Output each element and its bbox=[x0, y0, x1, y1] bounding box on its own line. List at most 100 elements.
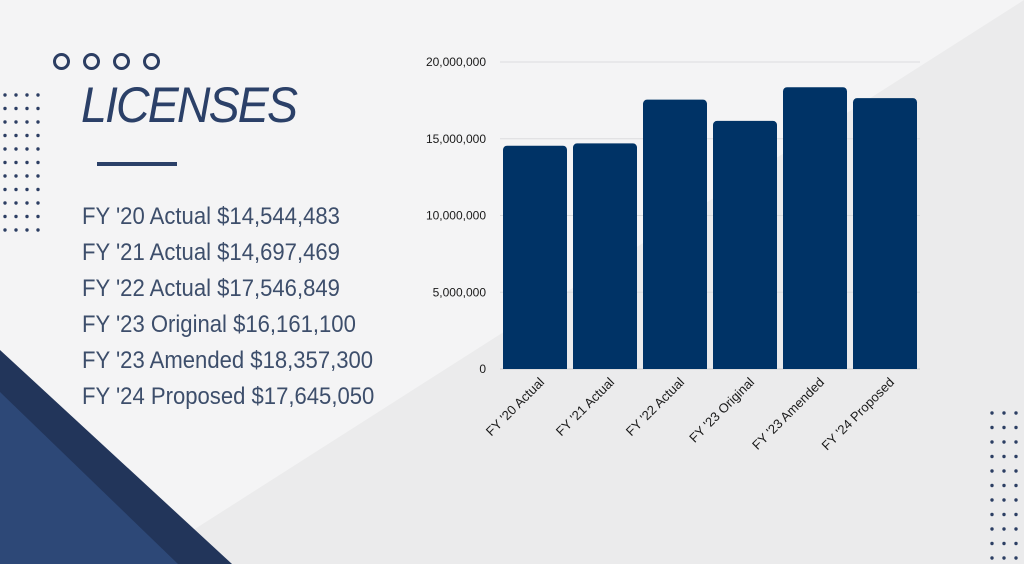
dot bbox=[1014, 469, 1018, 473]
dot bbox=[14, 201, 18, 205]
dot bbox=[1014, 440, 1018, 444]
dot bbox=[36, 228, 40, 232]
dot bbox=[25, 93, 29, 97]
dot bbox=[1002, 425, 1006, 430]
dot bbox=[14, 228, 18, 232]
dot bbox=[1014, 411, 1018, 415]
title-underline bbox=[97, 162, 177, 166]
background-mid-triangle bbox=[0, 392, 178, 564]
dot bbox=[990, 425, 994, 430]
license-figures-list: FY '20 Actual $14,544,483 FY '21 Actual … bbox=[82, 199, 400, 415]
dot bbox=[990, 541, 994, 546]
dot bbox=[25, 174, 29, 178]
bar-base bbox=[853, 363, 917, 369]
dot bbox=[1002, 527, 1006, 531]
x-tick-label: FY '21 Actual bbox=[553, 374, 617, 438]
dot bbox=[1014, 541, 1018, 546]
dot bbox=[990, 454, 994, 459]
dot bbox=[14, 93, 18, 97]
bar-base bbox=[783, 363, 847, 369]
y-tick-label: 20,000,000 bbox=[426, 55, 486, 69]
dot bbox=[1002, 440, 1006, 444]
dot bbox=[990, 498, 994, 502]
dot bbox=[25, 160, 29, 165]
bar bbox=[503, 145, 567, 369]
dot bbox=[1014, 425, 1018, 430]
dot bbox=[36, 201, 40, 205]
dot bbox=[25, 187, 29, 192]
dot bbox=[990, 411, 994, 415]
dot bbox=[14, 214, 18, 219]
x-tick-label: FY '23 Amended bbox=[749, 375, 827, 453]
dot bbox=[14, 160, 18, 165]
dot bbox=[990, 469, 994, 473]
x-tick-label: FY '22 Actual bbox=[623, 374, 687, 438]
circle-icon bbox=[113, 53, 130, 70]
dot bbox=[1014, 483, 1018, 488]
decorative-circles bbox=[53, 53, 160, 70]
list-item: FY '24 Proposed $17,645,050 bbox=[82, 383, 375, 410]
dot bbox=[990, 527, 994, 531]
dot bbox=[36, 214, 40, 219]
dot bbox=[25, 214, 29, 219]
dot bbox=[3, 187, 7, 192]
dot bbox=[14, 120, 18, 124]
page-title: LICENSES bbox=[81, 77, 298, 133]
x-tick-label: FY '23 Original bbox=[686, 374, 757, 445]
dot bbox=[25, 120, 29, 124]
bar-base bbox=[573, 363, 637, 369]
dot bbox=[3, 147, 7, 151]
list-item: FY '23 Original $16,161,100 bbox=[82, 311, 356, 338]
list-item: FY '23 Amended $18,357,300 bbox=[82, 347, 374, 374]
dot bbox=[990, 512, 994, 517]
dot bbox=[990, 556, 994, 560]
dot bbox=[1002, 469, 1006, 473]
x-tick-label: FY '20 Actual bbox=[483, 374, 547, 438]
dot bbox=[990, 440, 994, 444]
list-item: FY '20 Actual $14,544,483 bbox=[82, 203, 340, 230]
bar-chart: 0 5,000,000 10,000,000 15,000,000 20,000,000… bbox=[426, 55, 920, 454]
list-item: FY '21 Actual $14,697,469 bbox=[82, 239, 340, 266]
dot bbox=[3, 106, 7, 111]
y-tick-label: 5,000,000 bbox=[433, 285, 487, 299]
dot bbox=[14, 147, 18, 151]
dot bbox=[1002, 541, 1006, 546]
dot bbox=[14, 174, 18, 178]
dot bbox=[25, 201, 29, 205]
dot bbox=[3, 93, 7, 97]
dot bbox=[1002, 411, 1006, 415]
dot bbox=[25, 147, 29, 151]
dot bbox=[1014, 454, 1018, 459]
dot bbox=[1002, 498, 1006, 502]
dot bbox=[3, 201, 7, 205]
dot bbox=[25, 106, 29, 111]
bar bbox=[643, 99, 707, 369]
dot-grid-right bbox=[990, 411, 1018, 560]
y-tick-label: 10,000,000 bbox=[426, 209, 486, 223]
dot bbox=[1014, 556, 1018, 560]
dot bbox=[14, 187, 18, 192]
circle-icon bbox=[143, 53, 160, 70]
dot bbox=[3, 228, 7, 232]
dot bbox=[1002, 556, 1006, 560]
dot bbox=[1002, 512, 1006, 517]
bar bbox=[573, 143, 637, 369]
dot bbox=[36, 106, 40, 111]
y-tick-label: 0 bbox=[479, 362, 486, 376]
dot bbox=[1014, 527, 1018, 531]
dot bbox=[3, 174, 7, 178]
dot bbox=[36, 174, 40, 178]
dot-grid-left bbox=[3, 93, 40, 232]
x-tick-label: FY '24 Proposed bbox=[818, 375, 897, 454]
dot bbox=[3, 120, 7, 124]
dot bbox=[36, 147, 40, 151]
dot bbox=[14, 133, 18, 138]
dot bbox=[36, 93, 40, 97]
circle-icon bbox=[83, 53, 100, 70]
bar bbox=[783, 87, 847, 369]
dot bbox=[36, 160, 40, 165]
bar bbox=[713, 120, 777, 369]
bar-base bbox=[713, 363, 777, 369]
dot bbox=[36, 187, 40, 192]
dot bbox=[36, 133, 40, 138]
